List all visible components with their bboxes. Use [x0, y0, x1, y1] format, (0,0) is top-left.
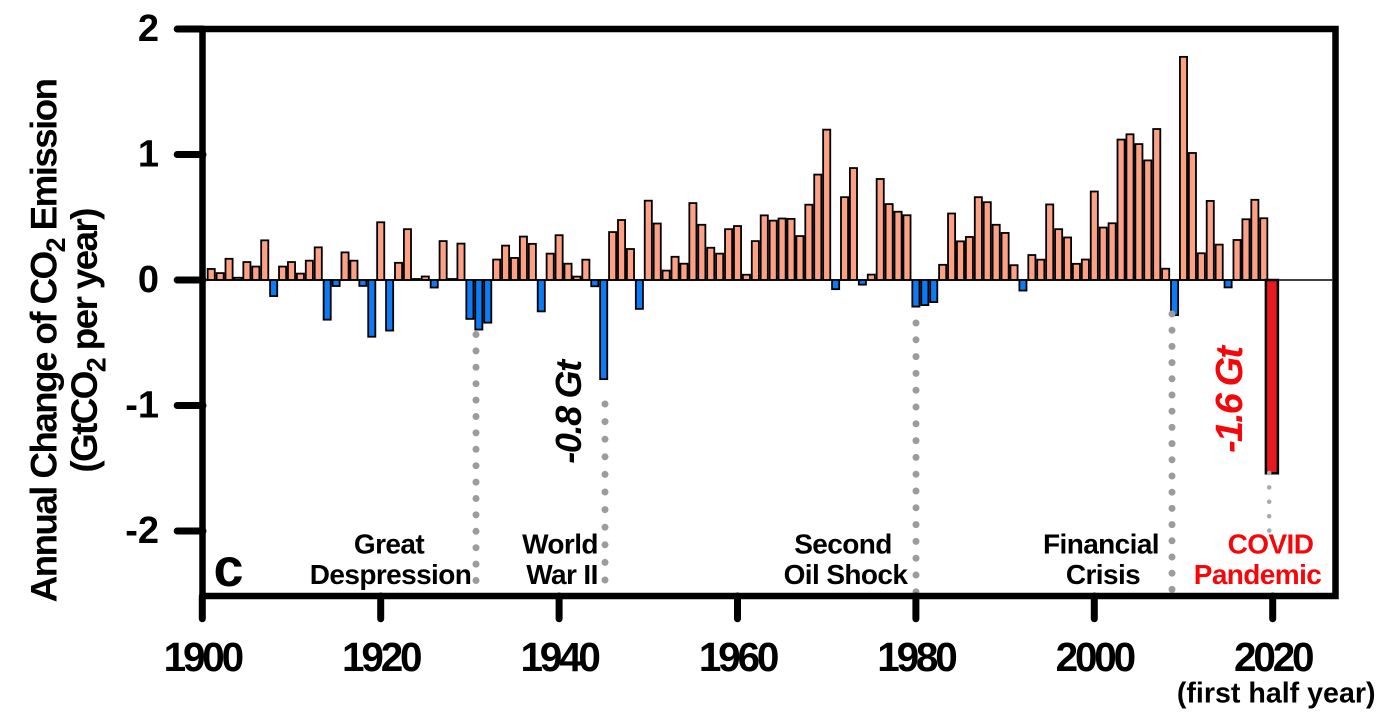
svg-text:COVID: COVID — [1228, 529, 1314, 560]
svg-text:Great: Great — [354, 529, 424, 560]
svg-text:1960: 1960 — [699, 634, 778, 680]
svg-text:1940: 1940 — [520, 634, 599, 680]
svg-text:(GtCO2 per year): (GtCO2 per year) — [64, 209, 112, 473]
svg-text:Second: Second — [794, 529, 892, 560]
svg-text:0: 0 — [138, 259, 159, 301]
svg-text:1: 1 — [138, 134, 159, 176]
svg-text:2: 2 — [138, 8, 159, 50]
svg-text:World: World — [522, 529, 598, 560]
svg-text:-2: -2 — [125, 510, 159, 552]
svg-text:1920: 1920 — [342, 634, 421, 680]
svg-text:Annual Change of CO2 Emission: Annual Change of CO2 Emission — [24, 79, 72, 602]
svg-text:1900: 1900 — [164, 634, 243, 680]
svg-text:(first half year): (first half year) — [1177, 678, 1376, 710]
svg-text:1980: 1980 — [877, 634, 956, 680]
svg-text:2020: 2020 — [1234, 634, 1313, 680]
svg-text:War II: War II — [526, 559, 598, 590]
svg-text:Crisis: Crisis — [1066, 559, 1140, 590]
svg-text:2000: 2000 — [1056, 634, 1135, 680]
svg-text:Oil Shock: Oil Shock — [784, 559, 909, 590]
svg-text:Financial: Financial — [1043, 529, 1159, 560]
svg-text:-0.8 Gt: -0.8 Gt — [548, 358, 589, 464]
svg-text:Pandemic: Pandemic — [1194, 559, 1322, 590]
svg-text:Despression: Despression — [310, 559, 471, 590]
svg-text:-1.6 Gt: -1.6 Gt — [1209, 345, 1251, 453]
svg-text:-1: -1 — [125, 385, 159, 427]
svg-text:c: c — [213, 538, 243, 598]
